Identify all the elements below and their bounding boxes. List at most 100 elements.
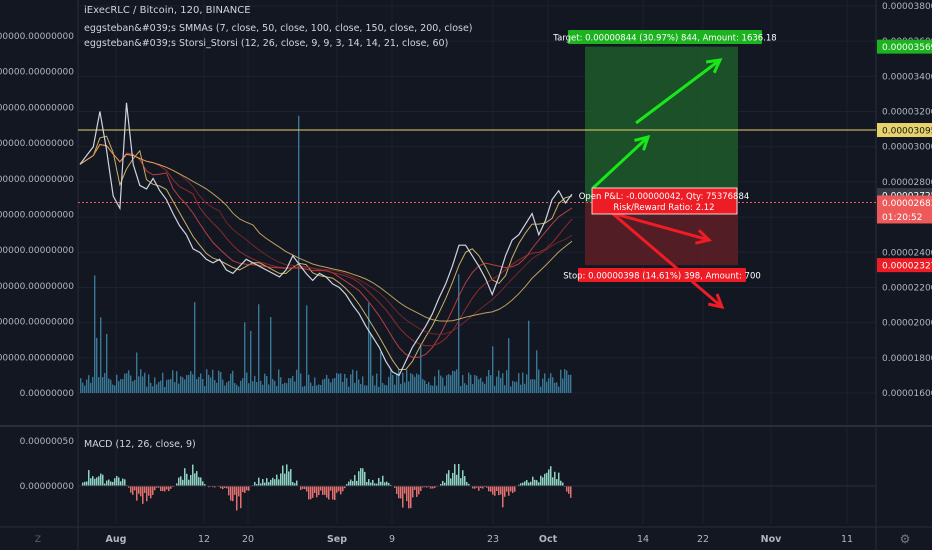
volume-bar: [174, 382, 176, 393]
volume-bar: [460, 385, 462, 393]
macd-bar: [512, 486, 514, 493]
right-axis-tick: 0.00001600: [882, 389, 932, 399]
volume-bar: [532, 378, 534, 393]
macd-bar: [228, 486, 230, 496]
volume-bar: [128, 370, 130, 393]
volume-bar: [400, 383, 402, 393]
macd-bar: [244, 486, 246, 493]
volume-bar: [526, 374, 528, 393]
macd-bar: [240, 486, 242, 509]
x-axis-tick: 14: [637, 534, 649, 545]
macd-bar: [338, 486, 340, 492]
price-tag-level: [877, 123, 932, 138]
indicator-smmas-legend[interactable]: eggsteban&#039;s SMMAs (7, close, 50, cl…: [84, 23, 473, 34]
macd-bar: [484, 486, 486, 488]
volume-bar: [114, 385, 116, 393]
macd-bar: [150, 486, 152, 499]
volume-bar: [438, 369, 440, 393]
volume-bar: [570, 374, 572, 393]
volume-bar: [384, 384, 386, 393]
macd-bar: [106, 480, 108, 486]
macd-bar: [128, 486, 130, 488]
macd-bar: [492, 486, 494, 495]
macd-bar: [136, 486, 138, 501]
macd-bar: [408, 486, 410, 509]
macd-bar: [520, 483, 522, 486]
right-axis-tick: 0.00003800: [882, 2, 932, 12]
macd-bar: [270, 479, 272, 486]
volume-bar: [508, 338, 510, 393]
volume-bar: [510, 386, 512, 393]
macd-bar: [312, 486, 314, 498]
volume-bar: [150, 382, 152, 393]
macd-bar: [414, 486, 416, 490]
macd-bar: [264, 482, 266, 486]
symbol-title[interactable]: iExecRLC / Bitcoin, 120, BINANCE: [84, 5, 251, 16]
volume-bar: [280, 377, 282, 393]
volume-bar: [422, 379, 424, 393]
x-axis-tick: 12: [198, 534, 210, 545]
macd-bar: [234, 486, 236, 495]
volume-bar: [456, 369, 458, 393]
volume-bar: [108, 378, 110, 393]
macd-bar: [358, 471, 360, 486]
volume-bar: [480, 377, 482, 393]
macd-bar: [410, 486, 412, 509]
macd-bar: [134, 486, 136, 491]
macd-bar: [446, 473, 448, 486]
macd-bar: [232, 486, 234, 502]
volume-bar: [220, 372, 222, 393]
macd-bar: [400, 486, 402, 499]
volume-bar: [292, 375, 294, 393]
volume-bar: [562, 378, 564, 393]
macd-bar: [326, 486, 328, 498]
volume-bar: [154, 377, 156, 393]
volume-bar: [558, 386, 560, 393]
macd-bar: [498, 486, 500, 496]
macd-bar: [356, 480, 358, 486]
volume-bar: [116, 374, 118, 393]
macd-bar: [190, 475, 192, 486]
macd-legend[interactable]: MACD (12, 26, close, 9): [84, 439, 196, 450]
volume-bar: [248, 383, 250, 393]
macd-bar: [352, 481, 354, 486]
right-axis-tick: 0.00003400: [882, 72, 932, 82]
volume-bar: [96, 337, 98, 393]
volume-bar: [84, 385, 86, 393]
macd-bar: [268, 482, 270, 486]
volume-bar: [498, 370, 500, 393]
macd-bar: [544, 473, 546, 486]
volume-bar: [172, 370, 174, 393]
macd-bar: [442, 480, 444, 486]
volume-bar: [436, 385, 438, 393]
macd-bar: [386, 481, 388, 486]
volume-bar: [242, 378, 244, 393]
volume-bar: [250, 330, 252, 393]
x-axis-tick: 9: [389, 534, 395, 545]
macd-bar: [452, 472, 454, 486]
macd-bar: [540, 475, 542, 486]
volume-bar: [426, 384, 428, 393]
macd-bar: [418, 486, 420, 495]
volume-bar: [196, 379, 198, 393]
volume-bar: [452, 370, 454, 393]
moving-average-line: [79, 143, 573, 322]
volume-bar: [410, 373, 412, 393]
macd-bar: [524, 481, 526, 486]
volume-bar: [412, 374, 414, 393]
macd-bar: [396, 486, 398, 495]
volume-bar: [350, 374, 352, 393]
volume-bar: [434, 376, 436, 393]
arrow-up-1: [591, 135, 650, 190]
macd-bar: [192, 464, 194, 486]
volume-bar: [214, 379, 216, 393]
volume-bar: [140, 369, 142, 393]
indicator-storsi-legend[interactable]: eggsteban&#039;s Storsi_Storsi (12, 26, …: [84, 38, 449, 49]
gear-icon[interactable]: ⚙: [900, 532, 911, 546]
macd-bar: [278, 479, 280, 486]
volume-bar: [152, 386, 154, 393]
volume-bar: [496, 376, 498, 393]
macd-bar: [144, 486, 146, 493]
